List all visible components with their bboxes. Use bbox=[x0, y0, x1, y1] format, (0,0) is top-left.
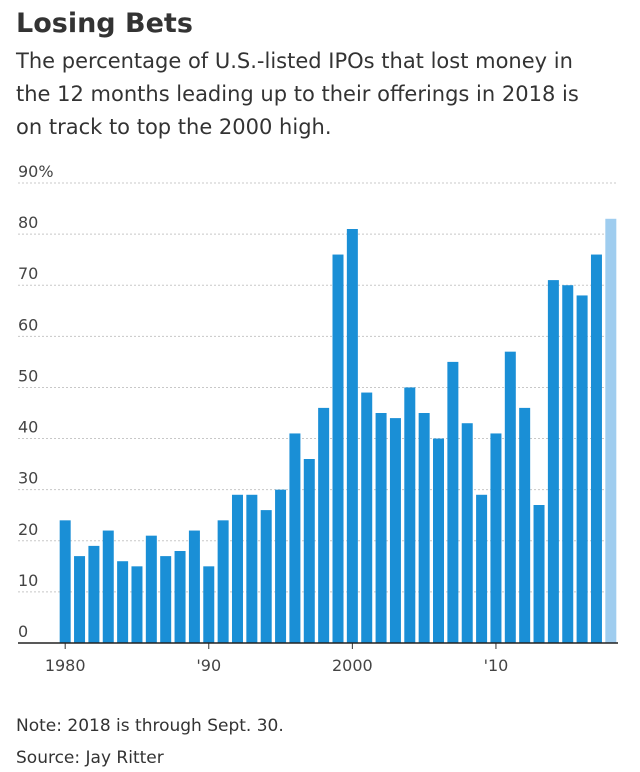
bar bbox=[404, 387, 416, 643]
y-tick-label: 40 bbox=[18, 418, 38, 437]
bar bbox=[533, 505, 545, 643]
bar bbox=[361, 392, 373, 643]
x-tick-label: 2000 bbox=[332, 656, 373, 675]
bar bbox=[447, 361, 459, 643]
x-tick-label: '90 bbox=[196, 656, 221, 675]
bar bbox=[519, 407, 531, 643]
bar bbox=[217, 520, 229, 643]
bar bbox=[160, 556, 172, 643]
bar bbox=[117, 561, 129, 643]
bar bbox=[433, 438, 445, 643]
bar bbox=[576, 295, 588, 643]
bar bbox=[145, 535, 157, 643]
chart-title: Losing Bets bbox=[16, 8, 193, 39]
bar bbox=[246, 494, 258, 643]
bar bbox=[188, 530, 200, 643]
bar bbox=[74, 556, 86, 643]
y-tick-label: 60 bbox=[18, 315, 38, 334]
bar bbox=[289, 433, 301, 643]
y-tick-label: 70 bbox=[18, 264, 38, 283]
bar bbox=[605, 218, 617, 643]
bar bbox=[562, 285, 574, 643]
bar bbox=[461, 423, 473, 643]
x-tick-label: '10 bbox=[484, 656, 509, 675]
bar bbox=[88, 545, 100, 643]
bar bbox=[303, 459, 315, 643]
bar bbox=[59, 520, 71, 643]
bar bbox=[203, 566, 215, 643]
y-tick-label: 50 bbox=[18, 366, 38, 385]
bar bbox=[332, 254, 344, 644]
bar bbox=[418, 413, 430, 643]
y-tick-label: 20 bbox=[18, 520, 38, 539]
y-tick-label: 90% bbox=[18, 162, 54, 181]
x-tick-label: 1980 bbox=[45, 656, 86, 675]
subtitle: the 12 months leading up to their offeri… bbox=[16, 82, 579, 106]
bar bbox=[318, 407, 330, 643]
bar bbox=[504, 351, 516, 643]
bar bbox=[490, 433, 502, 643]
note: Note: 2018 is through Sept. 30. bbox=[16, 716, 284, 736]
y-tick-label: 80 bbox=[18, 213, 38, 232]
bar bbox=[275, 489, 287, 643]
bar bbox=[131, 566, 143, 643]
y-tick-label: 10 bbox=[18, 571, 38, 590]
bar bbox=[346, 229, 358, 643]
y-tick-label: 30 bbox=[18, 469, 38, 488]
bar bbox=[102, 530, 114, 643]
bar bbox=[590, 254, 602, 644]
bar bbox=[231, 494, 243, 643]
bar bbox=[174, 551, 186, 643]
bar bbox=[389, 418, 401, 643]
bar bbox=[547, 280, 559, 643]
bar bbox=[260, 510, 272, 643]
y-tick-label: 0 bbox=[18, 622, 28, 641]
subtitle: on track to top the 2000 high. bbox=[16, 115, 332, 139]
source: Source: Jay Ritter bbox=[16, 748, 164, 768]
subtitle: The percentage of U.S.-listed IPOs that … bbox=[15, 49, 573, 73]
bar bbox=[375, 413, 387, 643]
bar bbox=[476, 494, 488, 643]
